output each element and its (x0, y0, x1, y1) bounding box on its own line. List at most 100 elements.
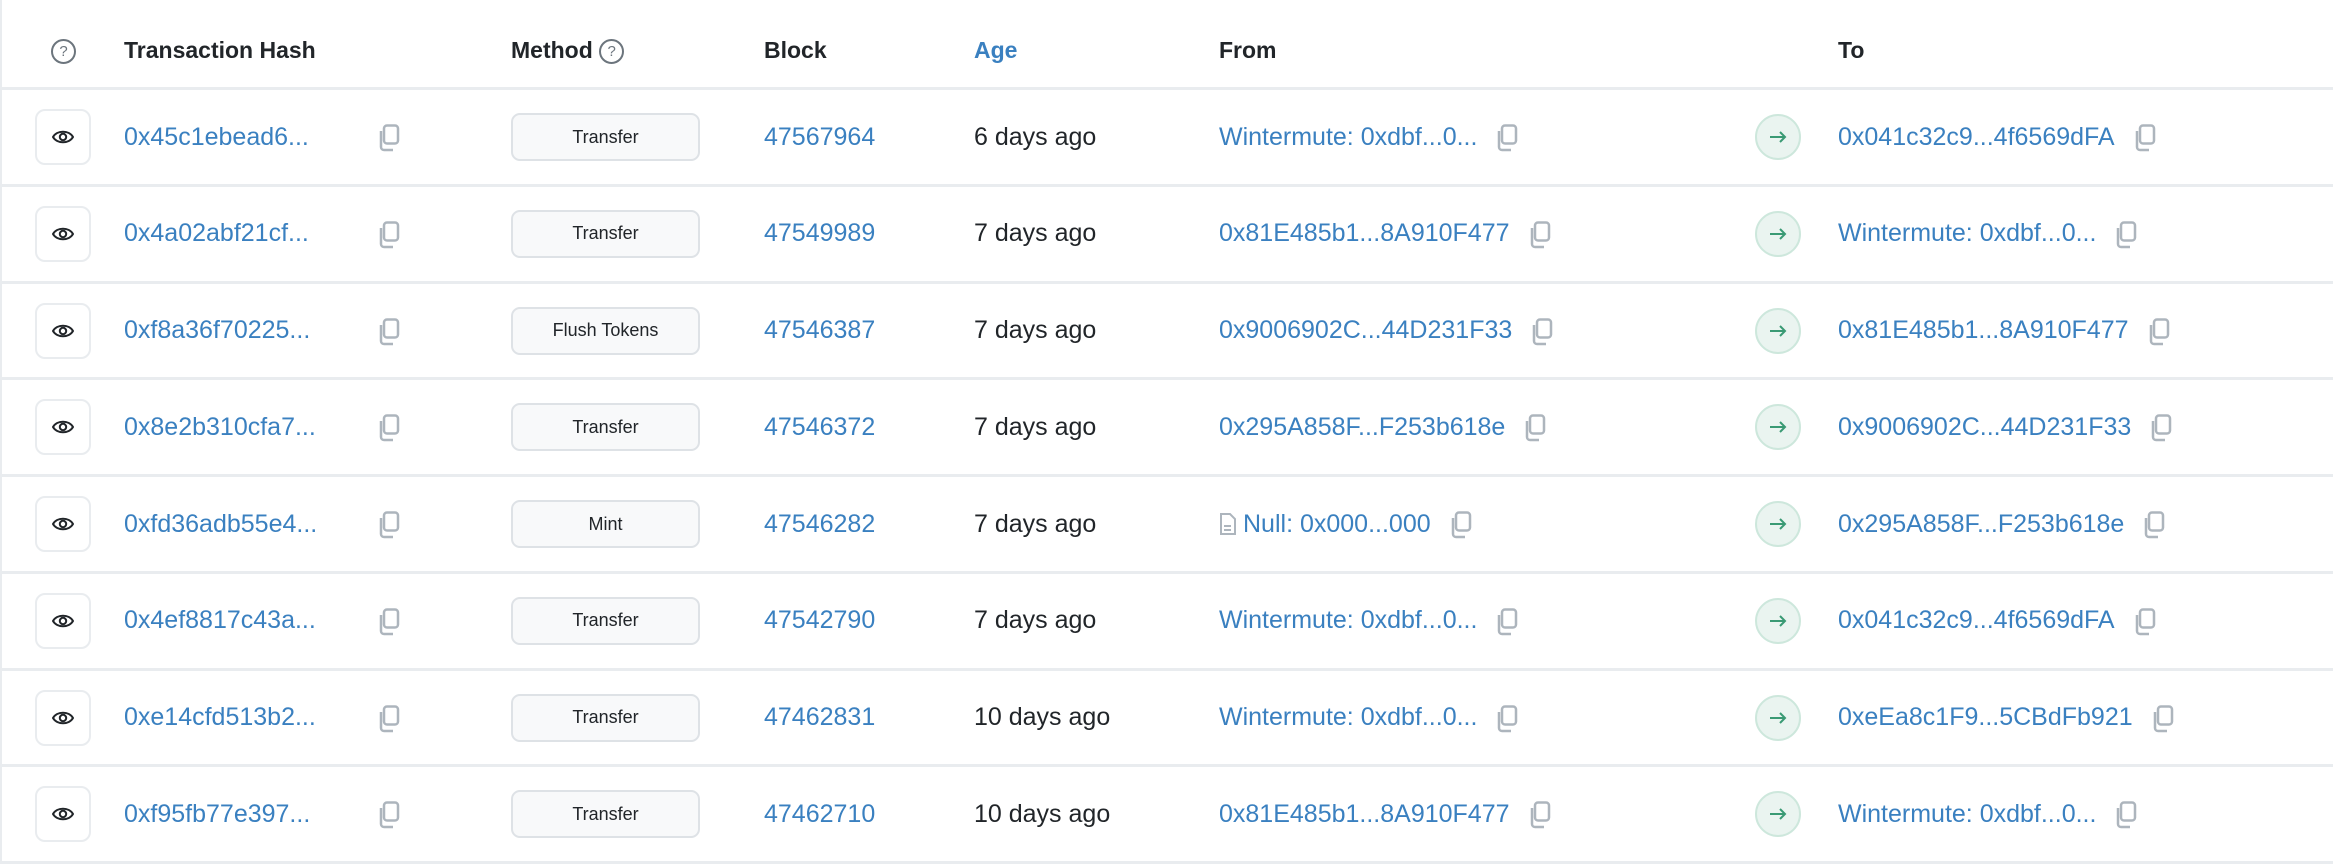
question-circle-icon[interactable]: ? (51, 39, 76, 65)
to-address-link[interactable]: 0x81E485b1...8A910F477 (1838, 316, 2129, 344)
transaction-hash-link[interactable]: 0xe14cfd513b2... (124, 703, 316, 731)
to-address-link[interactable]: 0x295A858F...F253b618e (1838, 509, 2125, 538)
from-address-link[interactable]: Wintermute: 0xdbf...0... (1219, 703, 1478, 731)
eye-icon (52, 419, 74, 435)
from-address-link[interactable]: 0x81E485b1...8A910F477 (1219, 219, 1510, 248)
header-age[interactable]: Age (974, 37, 1018, 63)
arrow-right-icon (1755, 210, 1801, 257)
header-help[interactable]: ? (51, 0, 76, 88)
view-details-button[interactable] (35, 786, 91, 843)
to-address-link[interactable]: 0x041c32c9...4f6569dFA (1838, 606, 2115, 635)
from-address-link[interactable]: 0x295A858F...F253b618e (1219, 412, 1506, 441)
copy-icon[interactable] (377, 608, 401, 635)
from-address-link[interactable]: Wintermute: 0xdbf...0... (1219, 122, 1478, 151)
copy-icon[interactable] (2151, 704, 2175, 732)
eye-icon (52, 129, 74, 145)
age-text: 10 days ago (974, 703, 1111, 731)
copy-icon[interactable] (2114, 221, 2138, 248)
copy-icon[interactable] (377, 704, 401, 732)
method-badge: Mint (511, 500, 700, 548)
eye-icon (52, 710, 74, 726)
copy-icon[interactable] (1495, 608, 1519, 635)
view-details-button[interactable] (35, 302, 91, 359)
eye-icon (52, 613, 74, 629)
document-icon (1219, 512, 1243, 536)
method-badge: Transfer (511, 790, 700, 839)
method-badge: Transfer (511, 209, 700, 258)
age-text: 7 days ago (974, 412, 1097, 441)
transaction-hash-link[interactable]: 0xfd36adb55e4... (124, 509, 318, 538)
transaction-hash-link[interactable]: 0x8e2b310cfa7... (124, 412, 316, 441)
from-address-link[interactable]: 0x9006902C...44D231F33 (1219, 316, 1513, 344)
copy-icon[interactable] (1495, 124, 1519, 152)
eye-icon (52, 226, 74, 242)
age-text: 7 days ago (974, 509, 1097, 538)
block-link[interactable]: 47462831 (764, 703, 876, 731)
block-link[interactable]: 47546387 (764, 316, 876, 344)
to-address-link[interactable]: Wintermute: 0xdbf...0... (1838, 219, 2097, 248)
block-link[interactable]: 47549989 (764, 219, 876, 248)
view-details-button[interactable] (35, 399, 91, 456)
to-address-link[interactable]: 0x9006902C...44D231F33 (1838, 412, 2132, 441)
arrow-right-icon (1755, 114, 1801, 160)
view-details-button[interactable] (35, 109, 91, 165)
copy-icon[interactable] (2114, 801, 2138, 829)
copy-icon[interactable] (377, 221, 401, 248)
header-method: Method ? (511, 0, 625, 88)
header-to: To (1838, 37, 1865, 63)
from-address-link[interactable]: 0x81E485b1...8A910F477 (1219, 799, 1510, 828)
table-row: 0xf95fb77e397... Transfer 47462710 10 da… (2, 767, 2333, 864)
to-address-link[interactable]: 0xeEa8c1F9...5CBdFb921 (1838, 703, 2133, 731)
copy-icon[interactable] (2133, 608, 2157, 635)
block-link[interactable]: 47546282 (764, 509, 876, 538)
block-link[interactable]: 47542790 (764, 606, 876, 635)
transaction-hash-link[interactable]: 0xf8a36f70225... (124, 316, 311, 344)
copy-icon[interactable] (1528, 221, 1552, 248)
age-text: 7 days ago (974, 316, 1097, 344)
question-circle-icon[interactable]: ? (599, 39, 625, 65)
from-address-link[interactable]: Null: 0x000...000 (1243, 509, 1431, 538)
header-block: Block (764, 37, 827, 63)
view-details-button[interactable] (35, 496, 91, 552)
view-details-button[interactable] (35, 689, 91, 746)
age-text: 7 days ago (974, 219, 1097, 248)
copy-icon[interactable] (377, 317, 401, 345)
table-header: ? Transaction Hash Method ? Block Age Fr… (2, 0, 2333, 90)
to-address-link[interactable]: Wintermute: 0xdbf...0... (1838, 799, 2097, 828)
block-link[interactable]: 47567964 (764, 122, 876, 151)
copy-icon[interactable] (2149, 414, 2173, 442)
arrow-right-icon (1755, 404, 1801, 451)
copy-icon[interactable] (2133, 124, 2157, 152)
copy-icon[interactable] (1523, 414, 1547, 442)
copy-icon[interactable] (1528, 801, 1552, 829)
block-link[interactable]: 47546372 (764, 412, 876, 441)
copy-icon[interactable] (1449, 511, 1473, 539)
view-details-button[interactable] (35, 592, 91, 649)
copy-icon[interactable] (377, 801, 401, 829)
copy-icon[interactable] (2147, 317, 2171, 345)
transaction-hash-link[interactable]: 0x4a02abf21cf... (124, 219, 309, 248)
copy-icon[interactable] (1495, 704, 1519, 732)
method-badge: Transfer (511, 693, 700, 742)
view-details-button[interactable] (35, 205, 91, 262)
copy-icon[interactable] (377, 124, 401, 152)
method-badge: Transfer (511, 113, 700, 161)
to-address-link[interactable]: 0x041c32c9...4f6569dFA (1838, 122, 2115, 151)
arrow-right-icon (1755, 694, 1801, 741)
block-link[interactable]: 47462710 (764, 799, 876, 828)
table-row: 0x45c1ebead6... Transfer 47567964 6 days… (2, 90, 2333, 187)
transaction-hash-link[interactable]: 0xf95fb77e397... (124, 799, 311, 828)
header-method-label: Method (511, 37, 593, 63)
eye-icon (52, 806, 74, 822)
table-row: 0xfd36adb55e4... Mint 47546282 7 days ag… (2, 477, 2333, 574)
transaction-hash-link[interactable]: 0x4ef8817c43a... (124, 606, 316, 635)
arrow-right-icon (1755, 307, 1801, 354)
from-address-link[interactable]: Wintermute: 0xdbf...0... (1219, 606, 1478, 635)
copy-icon[interactable] (1530, 317, 1554, 345)
transaction-hash-link[interactable]: 0x45c1ebead6... (124, 122, 309, 151)
table-row: 0x8e2b310cfa7... Transfer 47546372 7 day… (2, 380, 2333, 477)
copy-icon[interactable] (2142, 511, 2166, 539)
copy-icon[interactable] (377, 414, 401, 442)
copy-icon[interactable] (377, 511, 401, 539)
